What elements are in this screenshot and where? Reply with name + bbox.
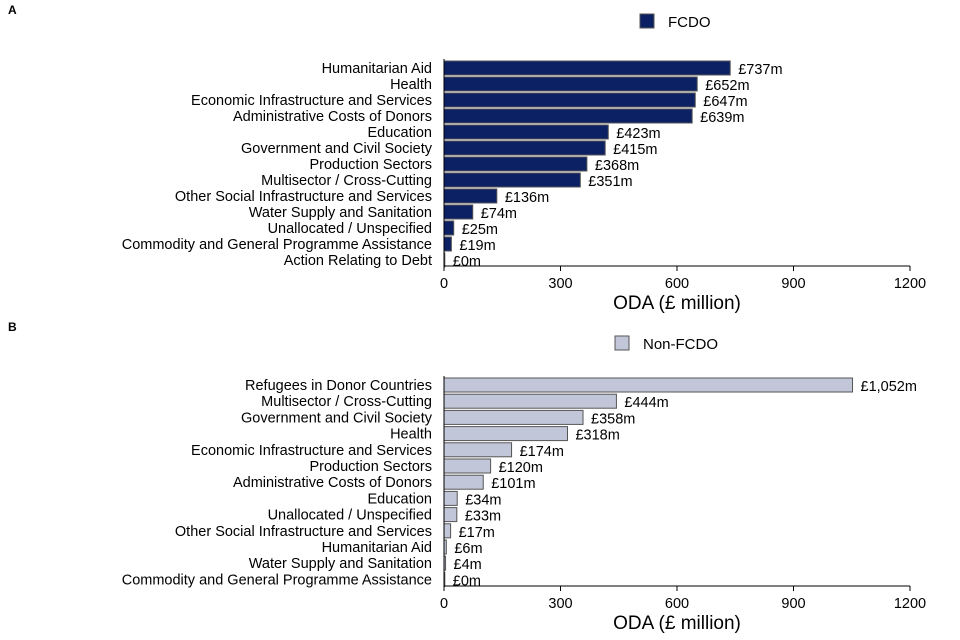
data-label: £33m — [465, 509, 501, 525]
data-label: £358m — [591, 411, 635, 427]
panel-a: A FCDO Humanitarian Aid £737m Health £652m Eco… — [8, 3, 926, 314]
x-tick-label: 600 — [665, 596, 689, 612]
bar — [443, 108, 693, 124]
bar — [443, 490, 458, 506]
category-label: Water Supply and Sanitation — [249, 205, 432, 221]
panel-label: A — [8, 3, 17, 17]
bar — [443, 426, 568, 442]
category-label: Water Supply and Sanitation — [249, 556, 432, 572]
data-label: £1,052m — [861, 379, 917, 395]
data-label: £0m — [453, 573, 481, 589]
bar — [443, 140, 606, 156]
bar — [443, 188, 498, 204]
category-label: Production Sectors — [309, 157, 432, 173]
bar — [443, 60, 731, 76]
category-label: Refugees in Donor Countries — [245, 378, 432, 394]
bar — [443, 124, 609, 140]
category-label: Multisector / Cross-Cutting — [261, 394, 432, 410]
legend-swatch — [639, 13, 655, 29]
x-tick-label: 0 — [440, 596, 448, 612]
data-label: £19m — [459, 238, 495, 254]
x-tick-label: 300 — [548, 596, 572, 612]
bar — [443, 220, 455, 236]
category-label: Health — [390, 77, 432, 93]
legend-swatch — [614, 335, 630, 351]
data-label: £120m — [499, 460, 543, 476]
bar — [443, 172, 581, 188]
bar — [443, 409, 584, 425]
category-label: Education — [368, 491, 433, 507]
x-tick-label: 1200 — [894, 596, 926, 612]
data-label: £25m — [462, 222, 498, 238]
bar — [443, 236, 452, 252]
legend-label: Non-FCDO — [643, 336, 718, 353]
data-label: £318m — [575, 428, 619, 444]
x-tick-label: 900 — [781, 596, 805, 612]
x-tick-label: 600 — [665, 276, 689, 292]
data-label: £647m — [703, 94, 747, 110]
bar — [443, 76, 698, 92]
bar — [443, 156, 588, 172]
category-label: Education — [368, 125, 433, 141]
x-tick-label: 0 — [440, 276, 448, 292]
bar — [443, 92, 696, 108]
legend-label: FCDO — [668, 14, 711, 31]
bar — [443, 523, 452, 539]
data-label: £368m — [595, 158, 639, 174]
bar — [443, 474, 484, 490]
data-label: £34m — [465, 492, 501, 508]
category-label: Multisector / Cross-Cutting — [261, 173, 432, 189]
category-label: Commodity and General Programme Assistan… — [122, 572, 432, 588]
bar — [443, 458, 492, 474]
data-label: £136m — [505, 190, 549, 206]
category-label: Unallocated / Unspecified — [268, 221, 432, 237]
category-label: Unallocated / Unspecified — [268, 508, 432, 524]
category-label: Government and Civil Society — [241, 141, 433, 157]
category-label: Economic Infrastructure and Services — [191, 93, 432, 109]
data-label: £737m — [738, 62, 782, 78]
bar — [443, 507, 458, 523]
category-label: Economic Infrastructure and Services — [191, 443, 432, 459]
bar — [443, 393, 617, 409]
data-label: £0m — [453, 254, 481, 270]
data-label: £639m — [700, 110, 744, 126]
category-label: Commodity and General Programme Assistan… — [122, 237, 432, 253]
x-tick-label: 1200 — [894, 276, 926, 292]
x-axis-title: ODA (£ million) — [613, 293, 741, 314]
data-label: £74m — [481, 206, 517, 222]
category-label: Administrative Costs of Donors — [233, 475, 432, 491]
bar — [443, 377, 854, 393]
data-label: £423m — [616, 126, 660, 142]
panel-b: B Non-FCDO Refugees in Donor Countries £1,0… — [8, 320, 926, 634]
category-label: Humanitarian Aid — [322, 61, 432, 77]
data-label: £6m — [454, 541, 482, 557]
category-label: Action Relating to Debt — [284, 253, 432, 269]
category-label: Government and Civil Society — [241, 410, 433, 426]
category-label: Health — [390, 427, 432, 443]
category-label: Humanitarian Aid — [322, 540, 432, 556]
x-tick-label: 900 — [781, 276, 805, 292]
data-label: £415m — [613, 142, 657, 158]
bar — [443, 204, 474, 220]
data-label: £351m — [588, 174, 632, 190]
x-tick-label: 300 — [548, 276, 572, 292]
data-label: £4m — [454, 557, 482, 573]
data-label: £444m — [624, 395, 668, 411]
category-label: Administrative Costs of Donors — [233, 109, 432, 125]
category-label: Production Sectors — [309, 459, 432, 475]
data-label: £174m — [520, 444, 564, 460]
category-label: Other Social Infrastructure and Services — [175, 524, 432, 540]
data-label: £17m — [459, 525, 495, 541]
category-label: Other Social Infrastructure and Services — [175, 189, 432, 205]
bar — [443, 442, 513, 458]
x-axis-title: ODA (£ million) — [613, 613, 741, 634]
data-label: £101m — [491, 476, 535, 492]
panel-label: B — [8, 320, 17, 334]
data-label: £652m — [705, 78, 749, 94]
